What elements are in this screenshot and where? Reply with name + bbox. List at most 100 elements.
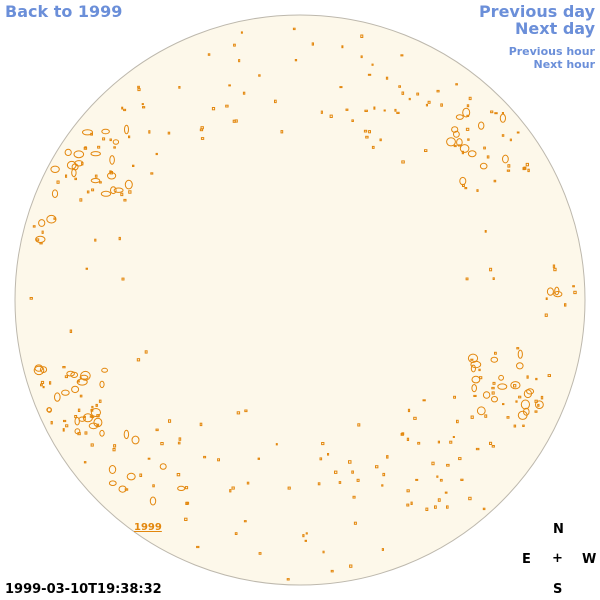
magnetic-feature [476,406,486,416]
magnetic-feature [416,92,420,96]
magnetic-feature [431,461,435,466]
magnetic-feature [240,31,243,34]
magnetic-feature [464,187,468,190]
magnetic-feature [304,539,308,542]
magnetic-feature [155,152,158,156]
magnetic-feature [407,408,411,413]
magnetic-feature [168,419,172,423]
magnetic-feature [470,358,474,361]
compass-west: W [582,552,597,567]
magnetic-feature [112,139,120,145]
previous-hour-link[interactable]: Previous hour [508,45,595,58]
magnetic-feature [489,441,493,445]
magnetic-feature [502,403,505,406]
magnetic-feature [506,416,510,419]
magnetic-feature [564,303,567,307]
magnetic-feature [142,106,146,109]
magnetic-feature [506,169,511,172]
magnetic-feature [302,534,305,538]
magnetic-feature [149,496,157,506]
magnetic-feature [381,484,384,487]
magnetic-feature [159,463,167,470]
magnetic-feature [128,135,131,139]
year-link[interactable]: 1999 [134,522,162,533]
magnetic-feature [69,329,73,333]
magnetic-feature [510,381,521,390]
magnetic-feature [64,375,69,379]
magnetic-feature [123,429,130,440]
magnetic-feature [453,130,460,138]
magnetic-feature [207,53,211,56]
magnetic-feature [537,403,540,407]
magnetic-feature [357,423,361,427]
magnetic-feature [77,380,80,383]
magnetic-feature [466,104,470,108]
magnetic-feature [406,503,410,507]
magnetic-feature [108,480,117,487]
next-day-link[interactable]: Next day [515,19,595,38]
magnetic-feature [398,85,401,88]
next-hour-link[interactable]: Next hour [533,58,596,71]
magnetic-feature [526,388,535,395]
magnetic-feature [437,498,441,502]
magnetic-feature [471,384,478,393]
magnetic-feature [178,86,181,89]
magnetic-feature [351,470,354,474]
magnetic-feature [525,162,530,167]
magnetic-feature [471,375,481,384]
magnetic-feature [498,374,505,381]
magnetic-feature [243,520,247,523]
magnetic-feature [88,422,99,430]
magnetic-feature [95,403,98,407]
magnetic-feature [51,189,59,198]
magnetic-feature [85,267,88,270]
magnetic-feature [65,174,68,178]
magnetic-feature [64,148,72,156]
magnetic-feature [99,380,105,389]
compass-east: E [522,552,531,567]
magnetic-feature [109,155,115,165]
magnetic-feature [353,521,357,525]
back-to-year-link[interactable]: Back to 1999 [5,2,123,21]
magnetic-feature [199,422,203,427]
magnetic-feature [482,507,486,511]
previous-day-link[interactable]: Previous day [478,2,595,21]
magnetic-feature [436,475,439,478]
magnetic-feature [470,364,476,373]
magnetic-feature [258,552,262,555]
magnetic-feature [128,190,132,194]
magnetic-feature [225,104,229,108]
magnetic-feature [148,130,151,134]
magnetic-feature [120,192,124,197]
magnetic-feature [233,43,236,47]
magnetic-feature [341,45,344,49]
magnetic-feature [200,137,205,140]
magnetic-feature [136,358,141,362]
magnetic-feature [367,73,372,76]
magnetic-feature [489,267,493,272]
magnetic-feature [46,407,53,413]
magnetic-feature [101,367,108,373]
magnetic-feature [63,419,67,423]
magnetic-feature [123,198,127,202]
magnetic-feature [90,408,102,417]
magnetic-feature [401,160,405,164]
magnetic-feature [124,488,129,491]
magnetic-feature [371,63,374,66]
magnetic-feature [554,286,560,296]
magnetic-feature [444,491,448,494]
magnetic-feature [74,416,80,426]
magnetic-feature [484,414,488,418]
magnetic-feature [422,399,426,402]
magnetic-feature [167,131,171,135]
magnetic-feature [427,100,431,104]
magnetic-feature [211,107,216,111]
magnetic-feature [513,424,517,428]
magnetic-feature [155,428,159,432]
magnetic-feature [534,410,538,413]
magnetic-feature [509,138,512,142]
magnetic-feature [365,135,369,139]
magnetic-feature [408,97,411,101]
magnetic-feature [141,103,144,106]
magnetic-feature [453,144,457,148]
